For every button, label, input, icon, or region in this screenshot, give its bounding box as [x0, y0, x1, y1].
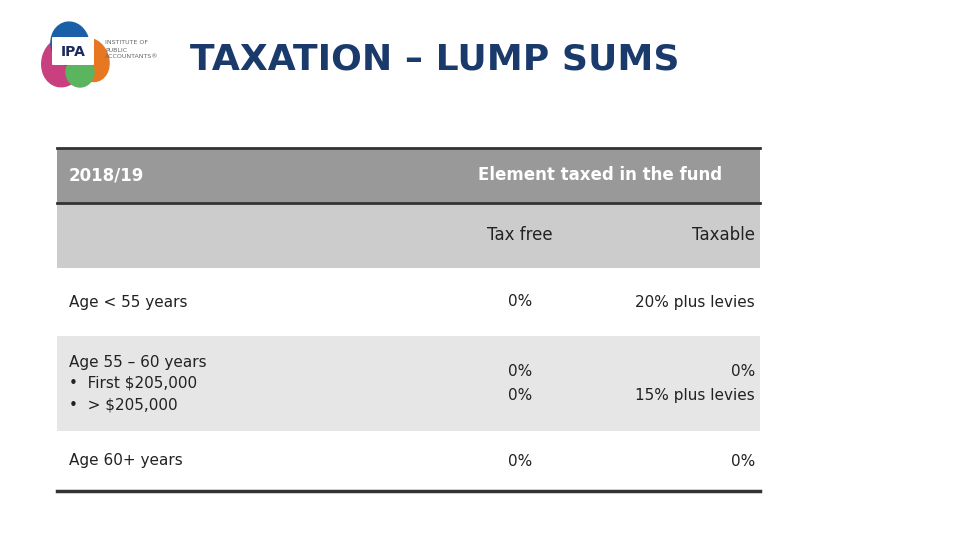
- Bar: [57, 148, 760, 203]
- Text: Age 60+ years: Age 60+ years: [69, 454, 182, 469]
- Text: TAXATION – LUMP SUMS: TAXATION – LUMP SUMS: [190, 43, 680, 77]
- Text: 0%: 0%: [508, 294, 532, 309]
- Text: Tax free: Tax free: [487, 226, 553, 245]
- Text: INSTITUTE OF
PUBLIC
ACCOUNTANTS®: INSTITUTE OF PUBLIC ACCOUNTANTS®: [105, 40, 158, 59]
- Text: IPA: IPA: [60, 45, 85, 59]
- Text: Element taxed in the fund: Element taxed in the fund: [478, 166, 722, 185]
- Ellipse shape: [51, 22, 89, 66]
- Bar: [57, 336, 760, 431]
- Text: 2018/19: 2018/19: [69, 166, 144, 185]
- Bar: [57, 431, 760, 491]
- Bar: [57, 268, 760, 336]
- Text: Taxable: Taxable: [692, 226, 755, 245]
- Text: 20% plus levies: 20% plus levies: [636, 294, 755, 309]
- Text: 0%: 0%: [731, 454, 755, 469]
- Ellipse shape: [41, 37, 84, 87]
- FancyBboxPatch shape: [52, 37, 94, 65]
- Text: Age 55 – 60 years
•  First $205,000
•  > $205,000: Age 55 – 60 years • First $205,000 • > $…: [69, 355, 206, 412]
- Bar: [57, 203, 760, 268]
- Text: 0%
0%: 0% 0%: [508, 364, 532, 403]
- Text: Age < 55 years: Age < 55 years: [69, 294, 187, 309]
- Text: 0%: 0%: [508, 454, 532, 469]
- Ellipse shape: [66, 57, 94, 87]
- Text: 0%
15% plus levies: 0% 15% plus levies: [636, 364, 755, 403]
- Ellipse shape: [73, 38, 109, 82]
